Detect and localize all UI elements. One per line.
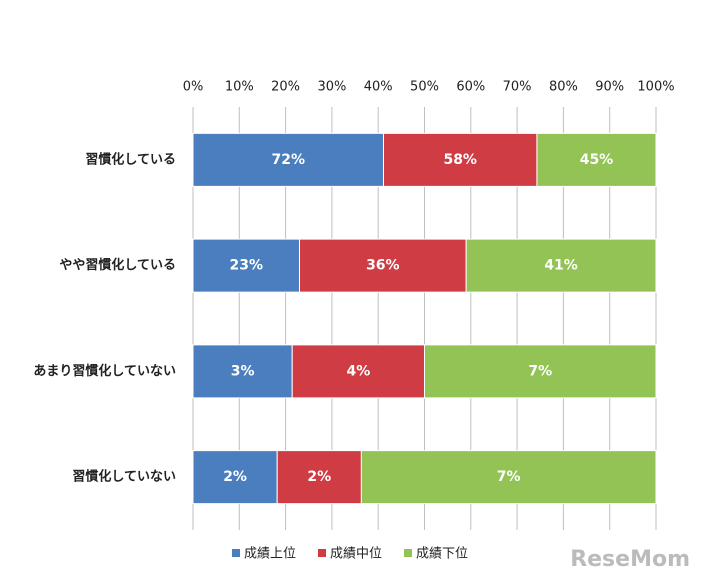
x-tick-label: 60% <box>456 80 485 95</box>
data-label: 4% <box>346 363 370 379</box>
bar-segment <box>360 450 657 505</box>
data-label: 41% <box>544 258 578 274</box>
data-label: 23% <box>229 258 263 274</box>
legend-label: 成績上位 <box>244 547 296 562</box>
x-tick-label: 30% <box>317 80 346 95</box>
x-tick-label: 0% <box>183 80 204 95</box>
y-tick-label: 習慣化していない <box>72 469 176 485</box>
bar-segment <box>276 450 362 505</box>
legend-label: 成績下位 <box>416 547 468 562</box>
bar-segment <box>192 132 384 187</box>
legend-swatch <box>404 549 412 557</box>
data-label: 72% <box>271 152 305 168</box>
bar-segment <box>192 450 278 505</box>
bar-segment <box>465 238 657 293</box>
bar-segment <box>382 132 538 187</box>
data-label: 58% <box>443 152 477 168</box>
x-tick-label: 50% <box>410 80 439 95</box>
y-tick-label: やや習慣化している <box>59 257 176 273</box>
legend-label: 成績中位 <box>330 547 382 562</box>
y-tick-label: 習慣化している <box>85 151 176 167</box>
x-tick-label: 70% <box>503 80 532 95</box>
x-tick-label: 10% <box>225 80 254 95</box>
bar-segment <box>424 344 657 399</box>
bar-segment <box>192 238 300 293</box>
legend-swatch <box>318 549 326 557</box>
bar-segment <box>536 132 657 187</box>
data-label: 2% <box>223 469 247 485</box>
data-label: 3% <box>231 363 255 379</box>
x-tick-label: 80% <box>549 80 578 95</box>
watermark: ReseMom <box>570 547 690 572</box>
x-tick-label: 90% <box>595 80 624 95</box>
data-label: 36% <box>366 258 400 274</box>
x-tick-label: 20% <box>271 80 300 95</box>
x-tick-label: 100% <box>637 80 674 95</box>
data-label: 7% <box>497 469 521 485</box>
x-tick-label: 40% <box>364 80 393 95</box>
y-tick-label: あまり習慣化していない <box>33 363 176 379</box>
data-label: 2% <box>307 469 331 485</box>
data-label: 45% <box>580 152 614 168</box>
bar-segment <box>298 238 467 293</box>
legend-swatch <box>232 549 240 557</box>
data-label: 7% <box>528 363 552 379</box>
bar-segment <box>192 344 293 399</box>
